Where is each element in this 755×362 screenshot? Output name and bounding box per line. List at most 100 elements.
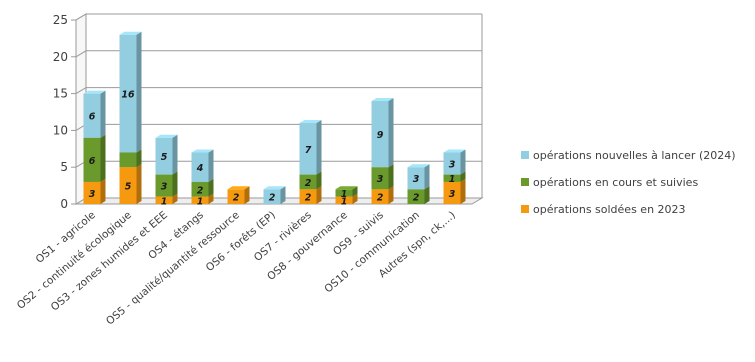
data-label: 4 [196,163,204,174]
gridline [75,87,482,95]
data-label: 2 [233,193,240,204]
bar-side [316,120,322,175]
bar-side [172,193,178,204]
data-label: 3 [161,182,168,193]
bar-front [83,137,101,182]
data-label: 9 [377,130,384,141]
data-label: 2 [305,193,312,204]
bar-front [443,152,461,175]
data-label: 1 [341,189,348,200]
bar-segment [371,97,394,168]
data-label: 3 [413,174,420,185]
y-tick-label: 20 [53,50,68,64]
data-label: 7 [305,145,312,156]
data-label: 1 [341,196,348,207]
x-tick-label: OS5 - qualité/quantité ressource [104,209,242,327]
y-tick-label: 0 [60,197,68,211]
bar-front [407,167,425,190]
data-label: 3 [377,174,384,185]
bar-front [443,174,461,182]
bar-top [119,31,142,35]
bar-front [155,137,173,175]
legend-swatch [521,151,529,159]
bar-front [119,152,137,168]
data-label: 2 [377,193,384,204]
data-label: 3 [449,189,456,200]
bar-side [460,149,466,175]
bar-segment [299,120,322,175]
bar-front [299,189,317,204]
data-label: 2 [269,193,276,204]
bar-front [155,196,173,204]
gridline [75,13,482,21]
bar-top [191,149,214,153]
data-label: 16 [121,90,135,101]
bar-side [352,186,358,197]
bar-front [119,167,137,204]
bar-side [460,178,466,204]
bar-front [263,189,281,204]
y-tick-label: 15 [53,87,68,101]
bar-front [299,123,317,175]
bar-side [172,134,178,175]
bar-side [316,171,322,190]
legend: opérations nouvelles à lancer (2024) opér… [521,149,736,216]
y-tick-label: 25 [53,13,68,27]
bar-segment [119,31,142,153]
y-tick-label: 10 [53,123,68,137]
data-label: 3 [89,189,96,200]
bar-segment [155,134,178,175]
data-label: 1 [161,196,168,207]
bar-front [83,181,101,204]
data-label: 5 [161,152,168,163]
bar-front [155,174,173,197]
bar-front [191,181,209,197]
bar-side [100,134,106,182]
legend-swatch [521,178,529,186]
y-tick-label: 5 [60,160,68,174]
data-label: 5 [125,182,132,193]
bar-top [263,186,286,190]
bar-front [371,189,389,204]
bar-side [280,186,286,204]
bar-front [227,189,245,204]
bar-side [100,90,106,138]
bar-segment [335,186,358,197]
bar-side [388,186,394,204]
data-label: 6 [89,156,96,167]
legend-label: opérations en cours et suivies [533,176,698,189]
legend-label: opérations soldées en 2023 [533,203,686,216]
x-tick-label: OS1 - agricole [34,209,98,266]
bar-side [388,164,394,190]
bar-side [316,186,322,204]
bar-segment [263,186,286,204]
bar-front [371,100,389,168]
bar-segment [191,149,214,182]
bar-segment [407,164,430,190]
data-label: 2 [413,193,420,204]
bar-segment [443,149,466,175]
bar-side [172,171,178,197]
legend-label: opérations nouvelles à lancer (2024) [533,149,736,162]
bar-side [100,178,106,204]
bar-segment [83,90,106,138]
legend-swatch [521,205,529,213]
bar-side [424,186,430,204]
bar-front [371,167,389,190]
gridline [75,50,482,58]
bar-top [443,149,466,153]
bar-front [299,174,317,190]
data-label: 2 [197,185,204,196]
bar-front [191,152,209,182]
bar-top [371,97,394,101]
bar-side [208,178,214,197]
bar-side [460,171,466,182]
y-axis: 0 5 10 15 20 25 [53,13,77,211]
bar-front [407,189,425,204]
bar-top [227,186,250,190]
bar-front [335,189,353,197]
bar-front [335,196,353,204]
